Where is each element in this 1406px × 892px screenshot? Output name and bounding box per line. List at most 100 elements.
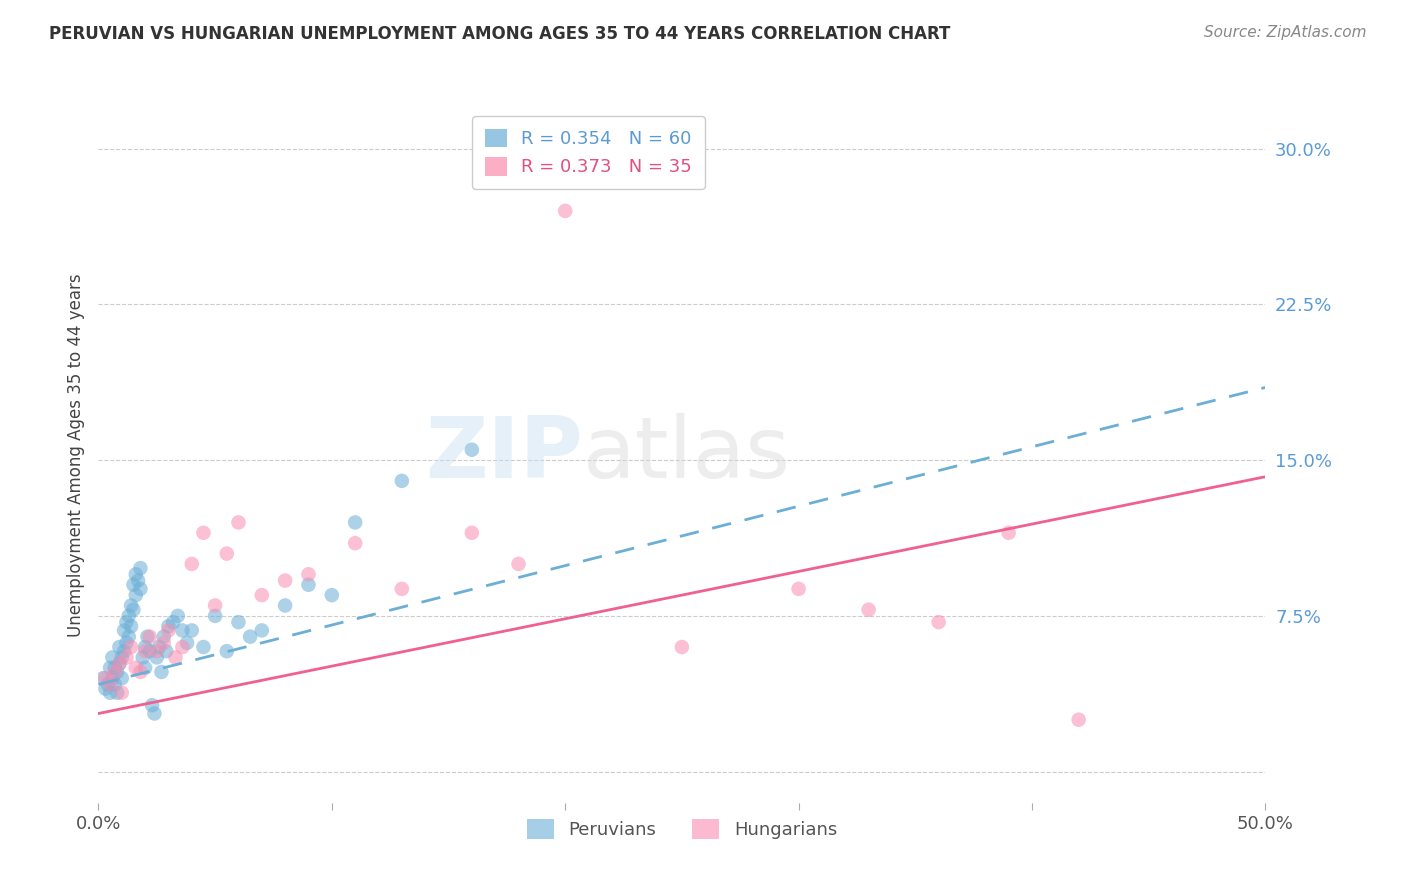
Text: Source: ZipAtlas.com: Source: ZipAtlas.com — [1204, 25, 1367, 40]
Point — [111, 650, 134, 665]
Point — [172, 624, 194, 638]
Point — [157, 624, 180, 638]
Point — [98, 686, 121, 700]
Point — [215, 644, 238, 658]
Point — [671, 640, 693, 654]
Point — [104, 661, 127, 675]
Point — [162, 615, 184, 629]
Point — [125, 588, 148, 602]
Point — [105, 686, 128, 700]
Point — [98, 677, 121, 691]
Y-axis label: Unemployment Among Ages 35 to 44 years: Unemployment Among Ages 35 to 44 years — [66, 273, 84, 637]
Point — [120, 640, 142, 654]
Point — [104, 677, 127, 691]
Point — [94, 671, 117, 685]
Point — [139, 630, 162, 644]
Point — [143, 706, 166, 721]
Point — [166, 608, 188, 623]
Text: ZIP: ZIP — [425, 413, 582, 497]
Point — [115, 615, 138, 629]
Point — [132, 650, 155, 665]
Point — [344, 536, 367, 550]
Point — [108, 657, 131, 671]
Point — [215, 547, 238, 561]
Point — [134, 640, 156, 654]
Point — [274, 574, 297, 588]
Point — [152, 636, 174, 650]
Point — [228, 615, 250, 629]
Point — [104, 665, 127, 679]
Point — [134, 644, 156, 658]
Point — [112, 644, 135, 658]
Point — [165, 650, 187, 665]
Point — [118, 608, 141, 623]
Point — [98, 661, 121, 675]
Point — [115, 636, 138, 650]
Point — [91, 671, 114, 685]
Point — [122, 602, 145, 616]
Point — [150, 665, 173, 679]
Legend: Peruvians, Hungarians: Peruvians, Hungarians — [520, 812, 844, 846]
Point — [141, 698, 163, 713]
Point — [554, 203, 576, 218]
Point — [111, 671, 134, 685]
Point — [129, 665, 152, 679]
Point — [193, 640, 215, 654]
Point — [111, 686, 134, 700]
Point — [508, 557, 530, 571]
Point — [228, 516, 250, 530]
Point — [461, 525, 484, 540]
Point — [997, 525, 1019, 540]
Point — [146, 650, 169, 665]
Point — [391, 474, 413, 488]
Point — [125, 567, 148, 582]
Point — [108, 640, 131, 654]
Point — [148, 640, 170, 654]
Point — [172, 640, 194, 654]
Point — [250, 588, 273, 602]
Point — [204, 608, 226, 623]
Point — [115, 650, 138, 665]
Point — [180, 557, 202, 571]
Point — [94, 681, 117, 696]
Point — [274, 599, 297, 613]
Text: atlas: atlas — [582, 413, 790, 497]
Point — [129, 561, 152, 575]
Point — [105, 665, 128, 679]
Point — [108, 657, 131, 671]
Point — [239, 630, 262, 644]
Point — [155, 644, 177, 658]
Point — [928, 615, 950, 629]
Point — [152, 630, 174, 644]
Point — [112, 624, 135, 638]
Point — [180, 624, 202, 638]
Point — [193, 525, 215, 540]
Point — [297, 578, 319, 592]
Point — [176, 636, 198, 650]
Point — [139, 644, 162, 658]
Point — [125, 661, 148, 675]
Point — [250, 624, 273, 638]
Point — [787, 582, 810, 596]
Point — [97, 677, 120, 691]
Point — [344, 516, 367, 530]
Point — [136, 630, 159, 644]
Point — [391, 582, 413, 596]
Point — [101, 671, 124, 685]
Point — [157, 619, 180, 633]
Point — [204, 599, 226, 613]
Point — [1067, 713, 1090, 727]
Text: PERUVIAN VS HUNGARIAN UNEMPLOYMENT AMONG AGES 35 TO 44 YEARS CORRELATION CHART: PERUVIAN VS HUNGARIAN UNEMPLOYMENT AMONG… — [49, 25, 950, 43]
Point — [461, 442, 484, 457]
Point — [120, 619, 142, 633]
Point — [297, 567, 319, 582]
Point — [146, 644, 169, 658]
Point — [127, 574, 149, 588]
Point — [321, 588, 343, 602]
Point — [120, 599, 142, 613]
Point — [122, 578, 145, 592]
Point — [101, 650, 124, 665]
Point — [129, 582, 152, 596]
Point — [134, 661, 156, 675]
Point — [118, 630, 141, 644]
